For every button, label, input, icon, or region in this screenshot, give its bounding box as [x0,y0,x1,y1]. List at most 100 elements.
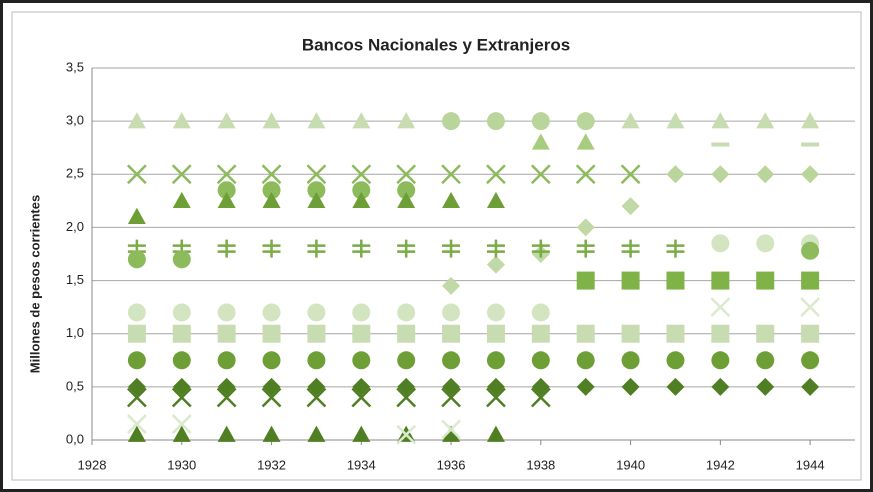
marker-circle [262,303,281,322]
marker-square [801,324,820,343]
marker-circle [307,181,326,200]
marker-circle [756,234,775,253]
marker-diamond [801,165,820,184]
marker-diamond [666,377,685,396]
marker-circle [442,351,461,370]
marker-square [531,324,550,343]
marker-x [800,297,821,318]
marker-diamond [666,165,685,184]
marker-circle [531,303,550,322]
marker-x [306,387,327,408]
marker-plus [262,239,281,258]
marker-triangle [262,112,281,129]
marker-triangle [307,191,326,209]
marker-circle [801,241,820,260]
marker-triangle [756,112,775,129]
x-tick-label: 1930 [167,457,196,472]
marker-square [576,271,595,290]
marker-x [126,414,147,434]
marker-square [801,271,820,290]
marker-x [396,387,417,408]
x-tick-label: 1944 [796,457,825,472]
marker-circle [172,250,191,269]
marker-diamond [576,377,595,396]
marker-x [351,164,372,185]
marker-circle [127,303,146,322]
marker-triangle [307,425,326,442]
marker-x [261,164,282,185]
marker-plus [531,239,550,258]
marker-diamond [801,377,820,396]
marker-square [307,324,326,343]
marker-circle [576,112,595,131]
marker-square [217,324,236,343]
marker-triangle [442,191,461,209]
marker-circle [307,303,326,322]
marker-square [442,324,461,343]
marker-triangle [442,425,461,442]
marker-circle [666,351,685,370]
marker-triangle [172,112,191,129]
marker-x [171,414,192,434]
marker-circle [531,351,550,370]
marker-circle [397,351,416,370]
marker-diamond [711,165,730,184]
marker-triangle [262,425,281,442]
marker-circle [307,351,326,370]
marker-circle [262,351,281,370]
y-tick-label: 0,5 [66,378,84,393]
marker-triangle [352,425,371,442]
marker-circle [352,303,371,322]
marker-triangle [397,191,416,209]
x-tick-label: 1940 [616,457,645,472]
marker-plus [442,239,461,258]
marker-x [575,164,596,185]
marker-diamond [756,165,775,184]
marker-x [441,164,461,185]
marker-square [352,324,371,343]
marker-triangle [307,112,326,129]
marker-x [486,164,506,185]
marker-x [216,164,237,185]
x-tick-label: 1938 [526,457,555,472]
marker-plus [307,239,326,258]
marker-triangle [127,112,146,129]
y-tick-label: 0,0 [66,431,84,446]
marker-square [711,271,730,290]
marker-circle [127,351,146,370]
marker-plus [217,239,236,258]
marker-plus [666,239,685,258]
marker-triangle [127,425,146,442]
marker-circle [621,351,640,370]
x-tick-label: 1934 [347,457,376,472]
marker-triangle [666,112,685,129]
marker-triangle [172,425,191,442]
marker-square [172,324,191,343]
marker-circle [486,303,505,322]
y-tick-label: 2,0 [66,219,84,234]
marker-x [530,387,551,408]
marker-plus [397,239,416,258]
marker-square [756,271,775,290]
marker-diamond [711,377,730,396]
marker-circle [442,303,461,322]
marker-x [126,164,147,185]
marker-circle [711,351,730,370]
marker-diamond [576,218,595,237]
marker-circle [756,351,775,370]
marker-triangle [711,112,730,129]
x-tick-label: 1936 [437,457,466,472]
marker-triangle [262,191,281,209]
marker-square [486,324,505,343]
marker-x [396,164,417,185]
marker-x [306,164,327,185]
marker-triangle [486,191,505,209]
marker-square [621,271,640,290]
y-tick-label: 1,0 [66,325,84,340]
marker-diamond [756,377,775,396]
marker-square [262,324,281,343]
marker-x [126,387,147,408]
marker-triangle [127,207,146,224]
x-tick-label: 1942 [706,457,735,472]
